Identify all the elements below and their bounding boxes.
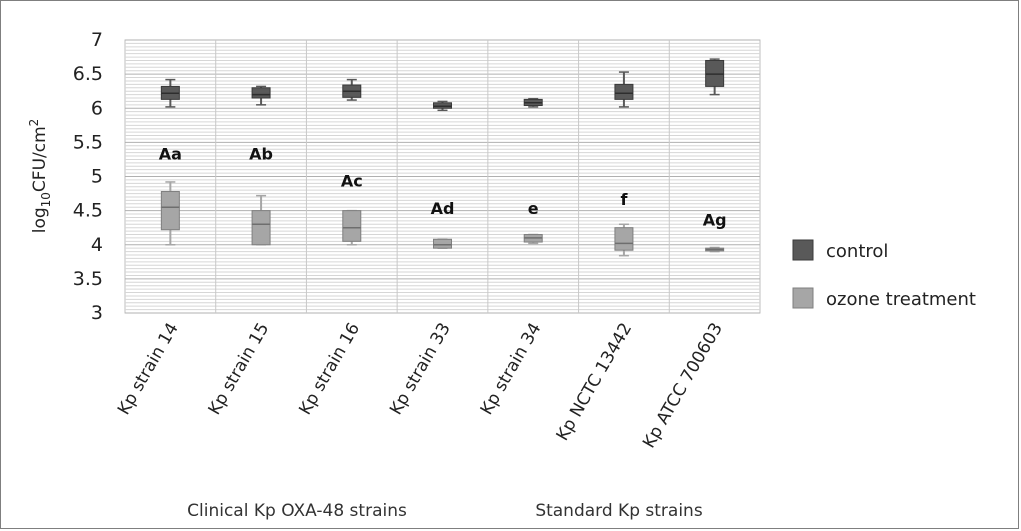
legend-label: ozone treatment [826,289,976,310]
ozone-treatment-box [523,233,543,245]
y-axis: 3 3.5 4 4.5 5 5.5 6 6.5 7 [73,29,103,324]
box-body [614,227,634,251]
x-tick-label: Kp strain 33 [386,320,455,419]
ozone-treatment-box [342,209,362,246]
ozone-treatment-box [433,238,452,249]
significance-label: e [528,199,539,218]
control-box [433,100,452,112]
y-tick-label: 3 [91,302,103,324]
y-axis-label: log10CFU/cm2 [27,119,53,234]
group-label: Standard Kp strains [535,501,703,521]
box-body [433,238,452,249]
y-tick-label: 6.5 [73,63,103,85]
x-axis: Kp strain 14 Kp strain 15 Kp strain 16 Kp s… [114,320,727,452]
y-tick-label: 3.5 [73,268,103,290]
control-box [705,58,725,96]
x-tick-label: Kp strain 16 [295,320,364,419]
box-series [160,58,725,257]
significance-label: Aa [159,144,182,163]
control-box [342,78,362,101]
legend: control ozone treatment [792,239,976,310]
significance-label: Ab [249,144,273,163]
control-box [614,71,634,108]
ozone-treatment-box [705,246,725,253]
y-tick-label: 4.5 [73,200,103,222]
significance-label: f [620,190,628,209]
y-tick-label: 5.5 [73,131,103,153]
x-tick-label: Kp strain 34 [477,320,546,419]
legend-swatch [792,239,814,261]
ozone-treatment-box [251,194,271,246]
box-body [614,83,634,100]
annotations: Aa Ab Ac Ad e f Ag [159,144,727,229]
x-tick-label: Kp ATCC 700603 [639,320,727,452]
legend-label: control [826,241,888,262]
box-body [160,191,180,231]
box-body [251,210,271,246]
x-tick-label: Kp strain 14 [114,320,183,419]
y-tick-label: 5 [91,166,103,188]
significance-label: Ad [431,199,455,218]
x-tick-label: Kp NCTC 13442 [553,320,637,445]
y-tick-label: 4 [91,234,103,256]
ozone-treatment-box [614,223,634,257]
ozone-treatment-box [160,181,180,246]
plot-grid [124,39,761,314]
control-box [523,97,543,108]
group-label: Clinical Kp OXA-48 strains [187,501,407,521]
group-labels: Clinical Kp OXA-48 strains Standard Kp st… [187,501,703,521]
control-box [251,85,271,106]
significance-label: Ac [341,172,363,191]
box-body [342,210,362,242]
y-tick-label: 6 [91,97,103,119]
significance-label: Ag [703,211,727,230]
control-box [160,78,180,108]
x-tick-label: Kp strain 15 [205,320,274,419]
y-tick-label: 7 [91,29,103,51]
legend-swatch [792,287,814,309]
box-body [251,87,271,99]
